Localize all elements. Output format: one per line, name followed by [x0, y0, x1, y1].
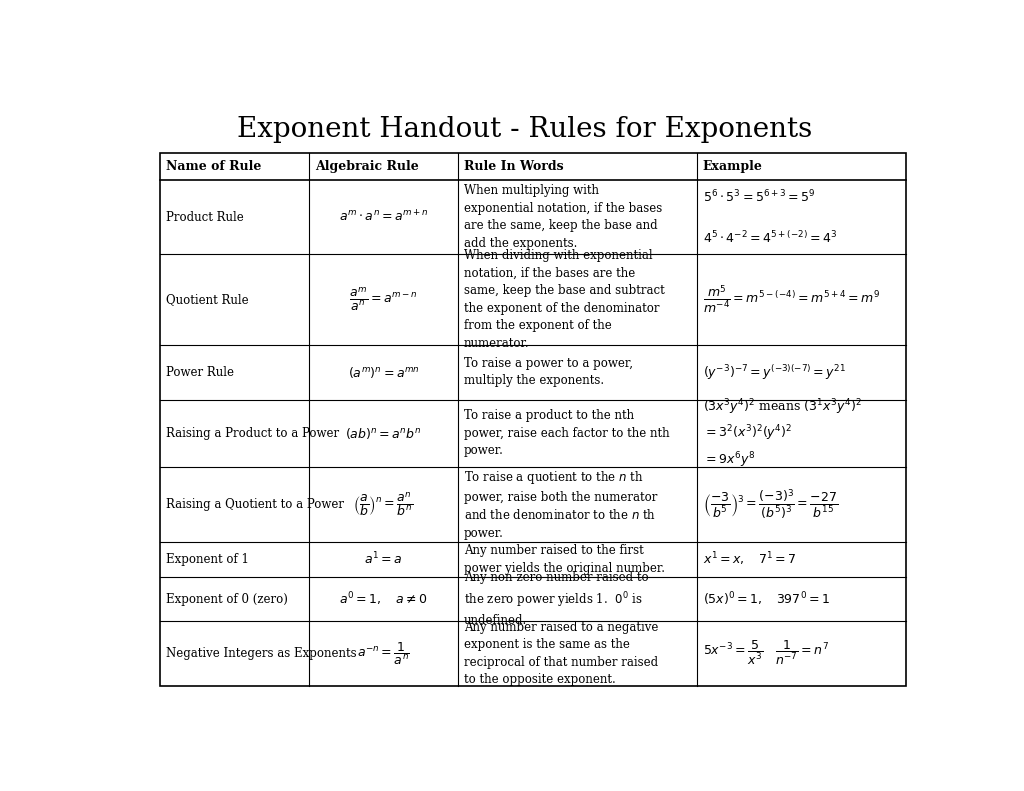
- Text: $\left(\dfrac{a}{b}\right)^n = \dfrac{a^n}{b^n}$: $\left(\dfrac{a}{b}\right)^n = \dfrac{a^…: [353, 490, 414, 518]
- Text: $(3x^3 y^4)^2$ means $(3^1 x^3 y^4)^2$
$=3^2(x^3)^2(y^4)^2$
$= 9x^6 y^8$: $(3x^3 y^4)^2$ means $(3^1 x^3 y^4)^2$ $…: [702, 397, 862, 470]
- Text: Raising a Quotient to a Power: Raising a Quotient to a Power: [166, 498, 344, 511]
- Text: $(a^m)^n = a^{mn}$: $(a^m)^n = a^{mn}$: [347, 365, 420, 380]
- Text: Exponent of 1: Exponent of 1: [166, 553, 249, 566]
- Text: Negative Integers as Exponents: Negative Integers as Exponents: [166, 647, 356, 660]
- Text: Raising a Product to a Power: Raising a Product to a Power: [166, 427, 339, 440]
- Text: To raise a quotient to the $n$ th
power, raise both the numerator
and the denomi: To raise a quotient to the $n$ th power,…: [464, 469, 657, 540]
- Text: Name of Rule: Name of Rule: [166, 160, 261, 173]
- Text: When dividing with exponential
notation, if the bases are the
same, keep the bas: When dividing with exponential notation,…: [464, 249, 665, 350]
- Text: To raise a product to the nth
power, raise each factor to the nth
power.: To raise a product to the nth power, rai…: [464, 410, 670, 457]
- Text: $a^{-n} = \dfrac{1}{a^n}$: $a^{-n} = \dfrac{1}{a^n}$: [357, 640, 410, 667]
- Text: When multiplying with
exponential notation, if the bases
are the same, keep the : When multiplying with exponential notati…: [464, 184, 663, 250]
- Text: Power Rule: Power Rule: [166, 365, 233, 379]
- Text: To raise a power to a power,
multiply the exponents.: To raise a power to a power, multiply th…: [464, 357, 633, 388]
- Text: $\left(\dfrac{-3}{b^5}\right)^3 = \dfrac{(-3)^3}{(b^5)^3} = \dfrac{-27}{b^{15}}$: $\left(\dfrac{-3}{b^5}\right)^3 = \dfrac…: [702, 488, 838, 521]
- Text: $(ab)^n = a^n b^n$: $(ab)^n = a^n b^n$: [345, 426, 422, 441]
- Text: Product Rule: Product Rule: [166, 210, 244, 224]
- Bar: [160, 153, 905, 686]
- Text: $a^1 = a$: $a^1 = a$: [365, 551, 402, 568]
- Text: Rule In Words: Rule In Words: [464, 160, 564, 173]
- Text: Algebraic Rule: Algebraic Rule: [315, 160, 419, 173]
- Text: $a^m \cdot a^n = a^{m+n}$: $a^m \cdot a^n = a^{m+n}$: [339, 210, 428, 225]
- Text: $a^0 = 1, \quad a \neq 0$: $a^0 = 1, \quad a \neq 0$: [340, 590, 428, 608]
- Text: Any number raised to a negative
exponent is the same as the
reciprocal of that n: Any number raised to a negative exponent…: [464, 621, 658, 686]
- Text: Any number raised to the first
power yields the original number.: Any number raised to the first power yie…: [464, 544, 666, 575]
- Text: $(5x)^0 = 1, \quad 397^0 = 1$: $(5x)^0 = 1, \quad 397^0 = 1$: [702, 590, 829, 608]
- Text: $(y^{-3})^{-7} = y^{(-3)(-7)} = y^{21}$: $(y^{-3})^{-7} = y^{(-3)(-7)} = y^{21}$: [702, 362, 846, 381]
- Text: Quotient Rule: Quotient Rule: [166, 293, 249, 306]
- Text: $5x^{-3} = \dfrac{5}{x^3} \quad \dfrac{1}{n^{-7}} = n^7$: $5x^{-3} = \dfrac{5}{x^3} \quad \dfrac{1…: [702, 639, 829, 668]
- Text: Exponent of 0 (zero): Exponent of 0 (zero): [166, 592, 288, 606]
- Text: $\dfrac{a^m}{a^n} = a^{m-n}$: $\dfrac{a^m}{a^n} = a^{m-n}$: [349, 286, 418, 313]
- Text: $5^6 \cdot 5^3 = 5^{6+3} = 5^9$

$4^5 \cdot 4^{-2} = 4^{5+(-2)} = 4^3$: $5^6 \cdot 5^3 = 5^{6+3} = 5^9$ $4^5 \cd…: [702, 188, 837, 245]
- Text: Exponent Handout - Rules for Exponents: Exponent Handout - Rules for Exponents: [238, 116, 812, 143]
- Text: $\dfrac{m^5}{m^{-4}} = m^{5-(-4)} = m^{5+4} = m^9$: $\dfrac{m^5}{m^{-4}} = m^{5-(-4)} = m^{5…: [702, 283, 881, 316]
- Text: Any non-zero number raised to
the zero power yields 1.  $0^0$ is
undefined.: Any non-zero number raised to the zero p…: [464, 571, 649, 627]
- Text: $x^1 = x, \quad 7^1 = 7$: $x^1 = x, \quad 7^1 = 7$: [702, 551, 797, 568]
- Text: Example: Example: [702, 160, 763, 173]
